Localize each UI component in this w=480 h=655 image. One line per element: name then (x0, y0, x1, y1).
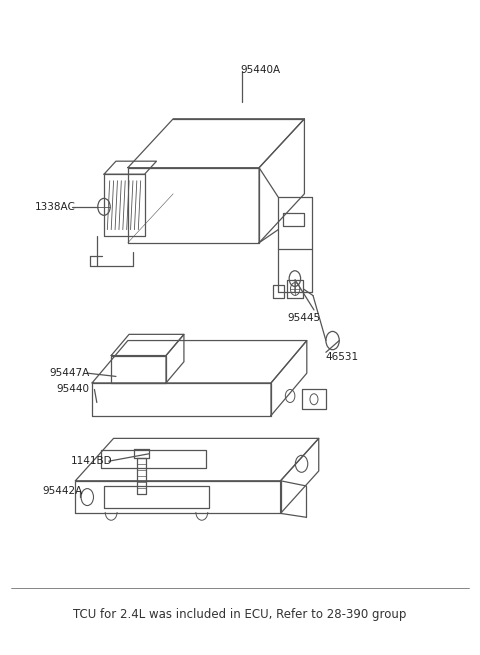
Text: 1141BD: 1141BD (71, 456, 112, 466)
Text: 1338AC: 1338AC (35, 202, 76, 212)
Text: TCU for 2.4L was included in ECU, Refer to 28-390 group: TCU for 2.4L was included in ECU, Refer … (73, 608, 407, 621)
Text: 46531: 46531 (326, 352, 359, 362)
Text: 95442A: 95442A (42, 485, 82, 496)
Text: 95445: 95445 (288, 312, 321, 323)
Text: 95440: 95440 (56, 384, 89, 394)
Text: 95447A: 95447A (49, 368, 89, 378)
Text: 95440A: 95440A (240, 65, 280, 75)
